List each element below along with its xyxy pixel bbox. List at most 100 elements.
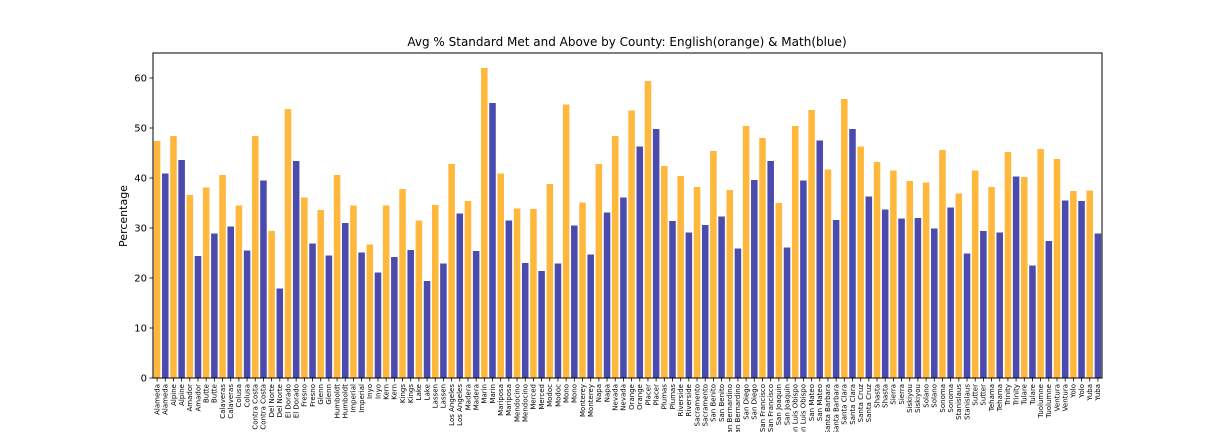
- bar-english-stanislaus: [955, 193, 963, 378]
- bar-math-siskiyou: [914, 218, 922, 378]
- bar-math-santa-barbara: [832, 220, 840, 378]
- x-tick-label: Butte: [202, 384, 210, 403]
- bar-english-san-francisco: [759, 138, 766, 378]
- x-tick-label: San Diego: [742, 384, 750, 420]
- bar-math-nevada: [620, 197, 627, 378]
- x-tick-label: Marin: [481, 384, 489, 404]
- bar-english-sutter: [971, 170, 979, 378]
- bar-english-solano: [922, 182, 930, 378]
- bar-math-sacramento: [701, 225, 709, 378]
- x-tick-label: Yolo: [1078, 384, 1086, 399]
- bar-math-tehama: [996, 232, 1003, 378]
- bar-english-san-luis-obispo: [791, 126, 799, 378]
- x-axis-ticks: Alameda Alameda Alpine Alpine Amador Amador Bu…: [153, 378, 1102, 432]
- bar-english-riverside: [677, 176, 684, 378]
- bar-english-merced: [530, 209, 537, 378]
- bar-math-modoc: [554, 263, 562, 378]
- bar-english-del-norte: [268, 231, 275, 378]
- bar-english-trinity: [1004, 152, 1012, 378]
- x-tick-label: Ventura: [1061, 384, 1069, 411]
- bar-english-napa: [595, 164, 603, 378]
- bar-english-butte: [202, 187, 210, 378]
- x-tick-label: Los Angeles: [456, 384, 464, 426]
- bar-math-san-joaquin: [783, 247, 791, 378]
- x-tick-label: Alpine: [178, 384, 186, 406]
- bar-math-san-benito: [718, 216, 725, 378]
- bar-math-lassen: [440, 263, 447, 378]
- x-tick-label: Placer: [652, 384, 660, 406]
- x-tick-label: Sonoma: [947, 384, 955, 413]
- x-tick-label: Kern: [382, 384, 390, 400]
- bar-math-santa-clara: [849, 129, 856, 378]
- bar-math-mono: [571, 225, 578, 378]
- x-tick-label: Santa Barbara: [824, 384, 832, 432]
- bar-math-san-luis-obispo: [800, 180, 807, 378]
- x-tick-label: Fresno: [309, 384, 317, 407]
- bar-english-ventura: [1053, 159, 1061, 378]
- x-tick-label: Plumas: [669, 384, 677, 410]
- x-tick-label: Plumas: [661, 384, 669, 410]
- bars-group: [153, 68, 1102, 378]
- x-tick-label: San Luis Obispo: [800, 384, 808, 432]
- x-tick-label: Del Norte: [276, 384, 284, 417]
- bar-math-solano: [931, 228, 938, 378]
- bar-english-inyo: [366, 244, 374, 378]
- x-tick-label: Mendocino: [513, 384, 521, 422]
- x-tick-label: Alameda: [153, 384, 161, 415]
- bar-math-glenn: [325, 255, 333, 378]
- bar-english-shasta: [873, 162, 881, 378]
- x-tick-label: Napa: [595, 384, 603, 402]
- x-tick-label: Nevada: [620, 384, 628, 411]
- x-tick-label: Alpine: [170, 384, 178, 406]
- x-tick-label: Sacramento: [693, 384, 701, 426]
- x-tick-label: Sonoma: [939, 384, 947, 413]
- x-tick-label: San Mateo: [808, 384, 816, 421]
- x-tick-label: Ventura: [1053, 384, 1061, 411]
- y-tick-label: 60: [134, 74, 147, 85]
- x-tick-label: Sacramento: [702, 384, 710, 426]
- bar-math-placer: [652, 129, 660, 378]
- bar-english-glenn: [317, 210, 324, 378]
- x-tick-label: Napa: [603, 384, 611, 402]
- bar-math-tulare: [1029, 265, 1036, 378]
- bar-english-placer: [644, 81, 652, 378]
- bar-math-colusa: [243, 250, 251, 378]
- x-tick-label: Del Norte: [268, 384, 276, 417]
- bar-math-merced: [538, 271, 545, 378]
- x-tick-label: Santa Cruz: [857, 384, 865, 423]
- x-tick-label: Merced: [530, 384, 538, 410]
- bar-math-tuolumne: [1045, 241, 1053, 378]
- bar-math-kings: [407, 250, 414, 378]
- bar-english-santa-clara: [841, 99, 848, 378]
- bar-math-ventura: [1061, 200, 1069, 378]
- x-tick-label: Solano: [931, 384, 939, 408]
- bar-math-butte: [211, 233, 218, 378]
- bar-math-santa-cruz: [865, 196, 873, 378]
- bar-english-san-joaquin: [775, 203, 783, 378]
- x-tick-label: Monterey: [587, 384, 595, 417]
- bar-english-nevada: [611, 136, 619, 378]
- x-tick-label: Calaveras: [227, 384, 235, 419]
- y-tick-label: 30: [134, 224, 147, 235]
- bar-math-alpine: [178, 160, 185, 378]
- bar-english-lassen: [431, 205, 439, 378]
- bar-english-monterey: [579, 202, 586, 378]
- bar-math-kern: [391, 257, 398, 378]
- x-tick-label: El Dorado: [292, 384, 300, 418]
- y-axis-ticks: 0 10 20 30 40 50 60: [134, 74, 153, 385]
- x-tick-label: El Dorado: [284, 384, 292, 418]
- bar-english-humboldt: [333, 175, 341, 378]
- x-tick-label: Fresno: [301, 384, 309, 407]
- bar-english-yuba: [1086, 190, 1093, 378]
- x-tick-label: San Joaquin: [775, 384, 783, 425]
- plot-frame: [152, 52, 1103, 379]
- x-tick-label: Tulare: [1021, 384, 1029, 406]
- bar-math-los-angeles: [456, 213, 464, 378]
- bar-english-mariposa: [497, 173, 504, 378]
- x-tick-label: Butte: [211, 384, 219, 403]
- x-tick-label: San Benito: [710, 384, 718, 422]
- x-tick-label: Mariposa: [497, 384, 505, 416]
- x-tick-label: San Diego: [751, 384, 759, 420]
- bar-math-lake: [423, 281, 431, 378]
